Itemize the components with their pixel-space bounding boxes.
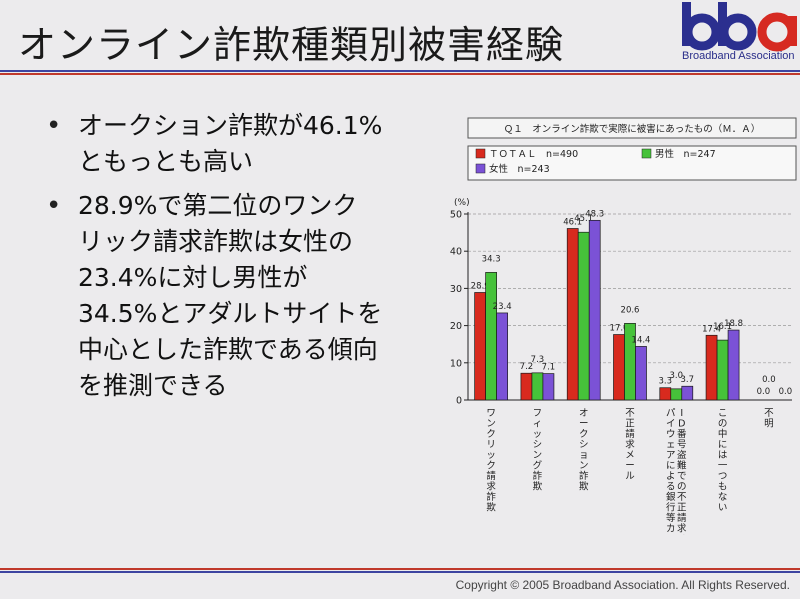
bar-chart: Ｑ１ オンライン詐欺で実際に被害にあったもの（Ｍ．Ａ） ＴＯＴＡＬ n=490 男性… [450,117,797,535]
bullet-line: ともっとも高い [78,147,254,176]
bar [613,334,625,401]
bar-value-label: 28.9 [471,281,490,291]
bar [474,292,486,401]
bullet-line: オークション詐欺が46.1% [78,111,383,140]
bar-value-label: 14.4 [632,335,651,345]
bullet-dot: • [46,111,62,141]
bar-value-label: 48.3 [585,209,604,219]
bar [681,385,694,401]
bar [705,334,718,401]
y-tick-label: 40 [450,247,462,258]
chart-title: Ｑ１ オンライン詐欺で実際に被害にあったもの（Ｍ．Ａ） [504,123,761,135]
legend-label: 男性 n=247 [655,148,716,160]
x-tick-label: フィッシング詐欺 [533,408,543,493]
copyright-footer: Copyright © 2005 Broadband Association. … [455,578,790,592]
legend-swatch [475,163,486,174]
x-tick-label: 不正請求メール [625,408,635,482]
footer-rule [0,568,800,573]
x-tick-label: ワンクリック請求詐欺 [486,408,496,514]
bar-value-label: 18.8 [724,319,743,329]
slide-title: オンライン詐欺種類別被害経験 [18,23,565,67]
bar-value-label: 0.0 [779,387,793,397]
bullet-line: 28.9%で第二位のワンク [78,191,358,220]
bullet-line: 中心とした詐欺である傾向 [78,335,378,364]
bullet-dot: • [46,191,62,221]
bar-value-label: 23.4 [493,302,512,312]
x-tick-label: 不明 [764,408,774,430]
bar-value-label: 3.3 [659,377,673,387]
y-tick-label: 20 [450,321,462,332]
header-rule [0,70,800,75]
y-tick-label: 0 [456,396,462,407]
bar-value-label: 3.0 [670,371,684,381]
bullet-item: • オークション詐欺が46.1% ともっとも高い [34,108,444,180]
bar [716,339,729,401]
x-tick-label: この中には一つもない [718,408,728,514]
legend-label: ＴＯＴＡＬ n=490 [489,149,578,160]
bar-value-label: 45.1 [574,214,593,224]
bar-value-label: 3.7 [681,375,695,385]
x-tick-label: ID番号盗難での不正請求スパイウェアによる銀行等カ [666,408,687,535]
y-tick-label: 10 [450,358,462,369]
bar-value-label: 7.2 [520,362,534,372]
bullet-line: 34.5%とアダルトサイトを [78,299,383,328]
bar [588,219,601,401]
bar-value-label: 16.1 [713,322,732,332]
bar-value-label: 7.3 [531,355,545,365]
bar-value-label: 0.0 [762,375,776,385]
bar [520,372,533,401]
bar [496,312,508,401]
logo-a-mark [757,12,797,52]
bar-value-label: 0.0 [757,387,771,397]
bullet-line: を推測できる [78,371,228,400]
bar [542,373,555,401]
bullet-line: 23.4%に対し男性が [78,263,308,292]
y-tick-label: 50 [450,210,462,221]
bullet-list: • オークション詐欺が46.1% ともっとも高い • 28.9%で第二位のワンク… [34,108,444,412]
legend-box [467,145,797,181]
bar [566,228,579,401]
bar-value-label: 46.1 [563,218,582,228]
bar-value-label: 17.6 [610,324,629,334]
bar [635,346,647,401]
bullet-line: リック請求詐欺は女性の [78,227,354,256]
bar-value-label: 17.4 [702,324,721,334]
legend-swatch [475,148,486,159]
bullet-item: • 28.9%で第二位のワンク リック請求詐欺は女性の 23.4%に対し男性が … [34,188,444,404]
legend-label: 女性 n=243 [489,163,550,175]
bar [577,231,590,401]
bar-value-label: 20.6 [621,305,640,315]
bar [670,388,683,401]
bar [485,272,497,401]
bba-logo [682,2,797,52]
bar [659,387,672,401]
bar-value-label: 34.3 [482,254,501,264]
logo-bb-mark [682,2,757,51]
y-axis-label: (%) [454,198,470,208]
logo-text: Broadband Association [682,50,795,62]
bar [727,329,740,401]
bar [531,372,544,401]
legend-swatch [641,148,652,159]
chart-title-box [467,117,797,139]
y-tick-label: 30 [450,284,462,295]
x-tick-label: オークション詐欺 [579,408,589,493]
bar-value-label: 7.1 [542,363,556,373]
